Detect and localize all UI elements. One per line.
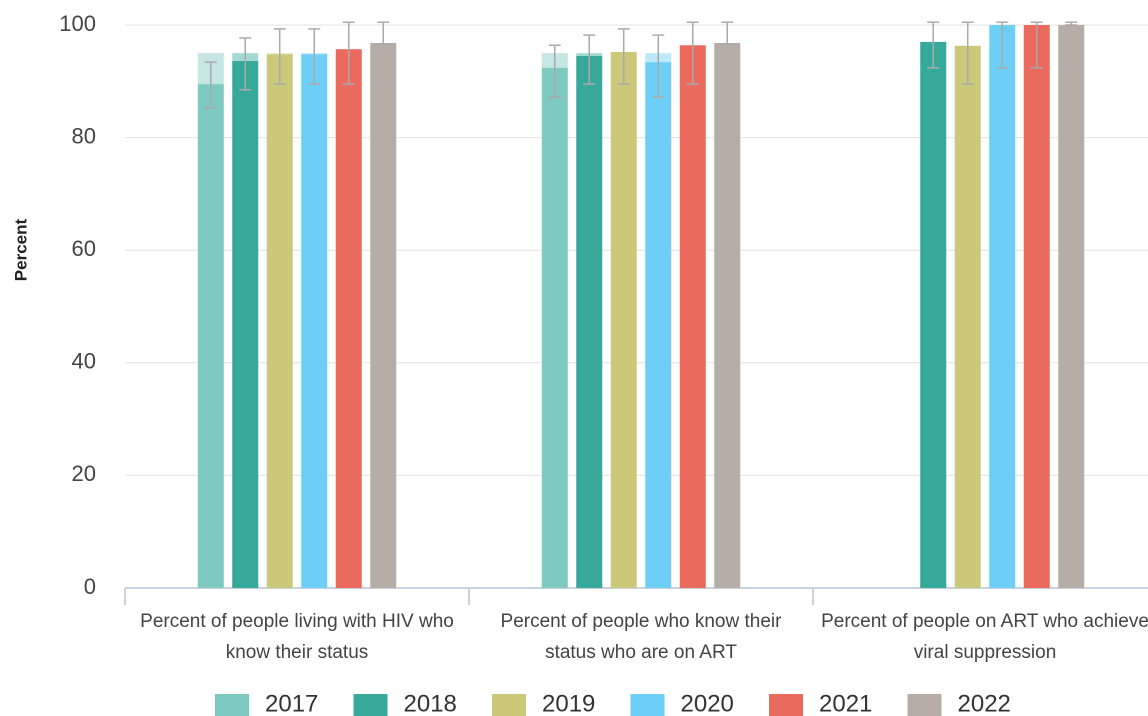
error-bar (686, 21, 699, 85)
legend-label: 2020 (681, 690, 734, 716)
bar (197, 84, 224, 589)
bar (232, 61, 259, 589)
legend-swatch (769, 694, 803, 716)
y-tick-label: 60 (72, 236, 96, 261)
bar (541, 67, 568, 588)
y-tick-label: 80 (72, 123, 96, 148)
y-tick-label: 20 (72, 461, 96, 486)
error-bar (548, 44, 561, 98)
legend-label: 2019 (542, 690, 595, 716)
bar (301, 54, 328, 588)
x-tick-label: Percent of people on ART who achieve vir… (821, 611, 1148, 663)
legend-swatch (353, 694, 388, 716)
legend-swatch (492, 694, 526, 716)
y-tick-label: 0 (84, 574, 96, 599)
y-tick-label: 100 (59, 11, 96, 36)
bar (370, 43, 397, 589)
error-bar (377, 21, 390, 45)
y-tick-label: 40 (72, 349, 96, 374)
bar (989, 25, 1016, 588)
legend-label: 2022 (958, 690, 1011, 716)
error-bar (1030, 21, 1043, 69)
bar (576, 55, 603, 588)
error-bar (721, 21, 734, 45)
bar (610, 52, 637, 589)
x-tick-label: Percent of people living with HIV who kn… (140, 611, 454, 663)
error-bar (961, 21, 974, 85)
legend-label: 2017 (265, 690, 318, 716)
bar (920, 41, 947, 588)
error-bar (617, 28, 630, 85)
x-tick-label: Percent of people who know their status … (500, 611, 782, 663)
legend-swatch (907, 694, 942, 716)
bar (266, 54, 293, 588)
error-bar (342, 21, 355, 85)
error-bar (583, 34, 596, 85)
error-bar (996, 21, 1009, 69)
error-bar (204, 61, 217, 109)
y-axis-label: Percent (11, 218, 30, 281)
bar (1058, 25, 1085, 588)
legend-label: 2018 (404, 690, 457, 716)
legend-swatch (215, 694, 249, 716)
error-bar (652, 34, 665, 98)
legend-swatch (630, 694, 665, 716)
error-bar (308, 28, 321, 85)
bar (335, 49, 362, 589)
bar (954, 45, 981, 589)
bar (1023, 25, 1050, 588)
error-bar (273, 28, 286, 85)
bar (679, 45, 706, 588)
error-bar (927, 21, 940, 69)
error-bar (1065, 21, 1078, 26)
legend-label: 2021 (819, 690, 872, 716)
bar (645, 62, 672, 588)
bar (714, 43, 741, 589)
error-bar (239, 37, 252, 91)
